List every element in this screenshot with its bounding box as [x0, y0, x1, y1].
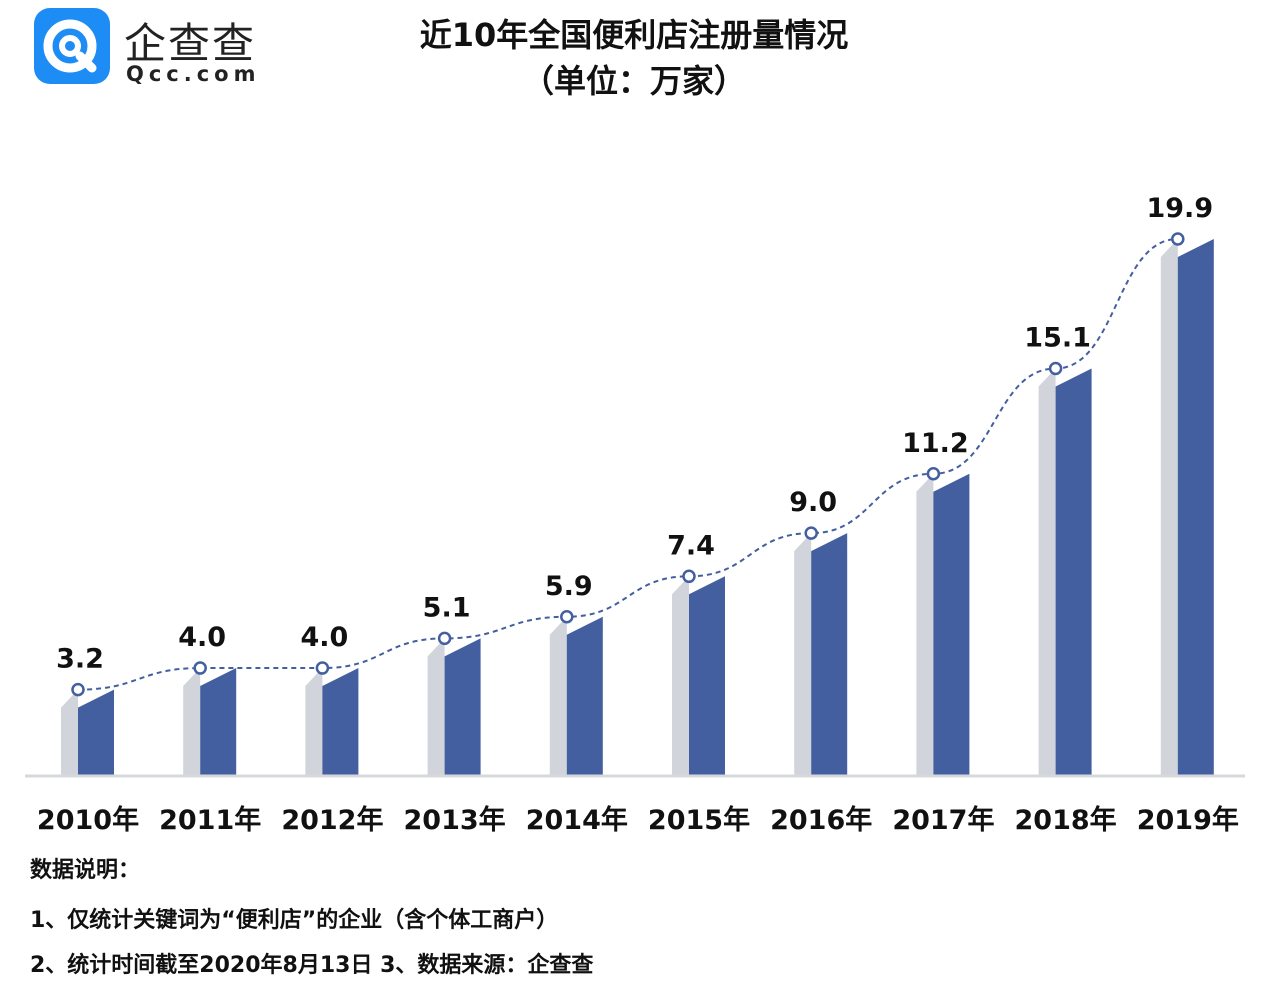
notes-heading: 数据说明： — [30, 858, 141, 883]
logo-icon — [34, 8, 110, 84]
bar-shadow — [549, 616, 567, 776]
x-tick-label: 2010年 — [37, 804, 139, 836]
bar — [322, 668, 359, 776]
x-tick-label: 2019年 — [1137, 804, 1239, 836]
bar — [689, 576, 725, 776]
logo: 企查查 Qcc.com — [34, 8, 274, 90]
bar — [78, 689, 114, 776]
trend-point — [437, 631, 452, 646]
trend-line — [77, 238, 1178, 691]
trend-point — [560, 610, 574, 624]
bars-layer — [61, 239, 1214, 776]
data-label: 4.0 — [178, 622, 226, 653]
bar-shadow — [183, 668, 201, 776]
x-tick-label: 2015年 — [648, 804, 750, 836]
trend-point — [1048, 361, 1063, 376]
data-label: 5.1 — [423, 592, 471, 623]
bar-shadow — [1038, 368, 1056, 776]
bar — [1055, 368, 1092, 776]
notes-line-1: 1、仅统计关键词为“便利店”的企业（含个体工商户） — [30, 908, 559, 933]
bar-shadow — [61, 689, 78, 776]
trend-point — [682, 569, 696, 584]
trend-point — [193, 661, 207, 675]
chart-title: 近10年全国便利店注册量情况 — [419, 16, 849, 54]
trend-point — [1171, 232, 1185, 246]
x-tick-label: 2017年 — [892, 804, 994, 836]
bar-shadow — [1160, 239, 1178, 776]
x-tick-label: 2018年 — [1015, 804, 1117, 836]
bar-shadow — [305, 668, 323, 776]
bar-chart: 2010年 3.2 2011年 4.0 2012年 4.0 2013年 5.1 2014年 5.9… — [25, 193, 1245, 836]
trend-layer — [71, 232, 1185, 697]
bar — [200, 668, 237, 776]
bar-shadow — [916, 473, 934, 776]
data-label: 3.2 — [56, 644, 104, 675]
data-label: 11.2 — [902, 428, 969, 459]
x-tick-label: 2012年 — [281, 804, 383, 836]
trend-point — [926, 467, 941, 481]
logo-name-cn: 企查查 — [124, 19, 257, 68]
bar-shadow — [794, 533, 812, 776]
bar — [811, 533, 848, 776]
data-label: 4.0 — [300, 622, 348, 653]
x-tick-label: 2016年 — [770, 804, 872, 836]
x-tick-label: 2014年 — [526, 804, 628, 836]
chart-subtitle: （单位：万家） — [521, 62, 746, 100]
bar — [444, 638, 481, 776]
labels-layer: 2010年 3.2 2011年 4.0 2012年 4.0 2013年 5.1 2014年 5.9… — [37, 193, 1239, 836]
bar — [1177, 239, 1214, 776]
trend-point — [804, 526, 818, 540]
bar-shadow — [672, 576, 689, 776]
bar — [933, 473, 970, 776]
data-label: 7.4 — [667, 530, 715, 561]
data-label: 9.0 — [789, 487, 837, 518]
logo-name-en: Qcc.com — [126, 62, 261, 86]
x-tick-label: 2011年 — [159, 804, 261, 836]
notes-line-2: 2、统计时间截至2020年8月13日 3、数据来源：企查查 — [30, 953, 594, 978]
trend-point — [315, 661, 330, 675]
x-tick-label: 2013年 — [404, 804, 506, 836]
data-label: 19.9 — [1146, 193, 1213, 224]
trend-point — [71, 682, 85, 697]
bar-shadow — [427, 638, 445, 776]
data-label: 5.9 — [545, 571, 593, 602]
bar — [566, 616, 603, 776]
data-label: 15.1 — [1024, 323, 1091, 354]
